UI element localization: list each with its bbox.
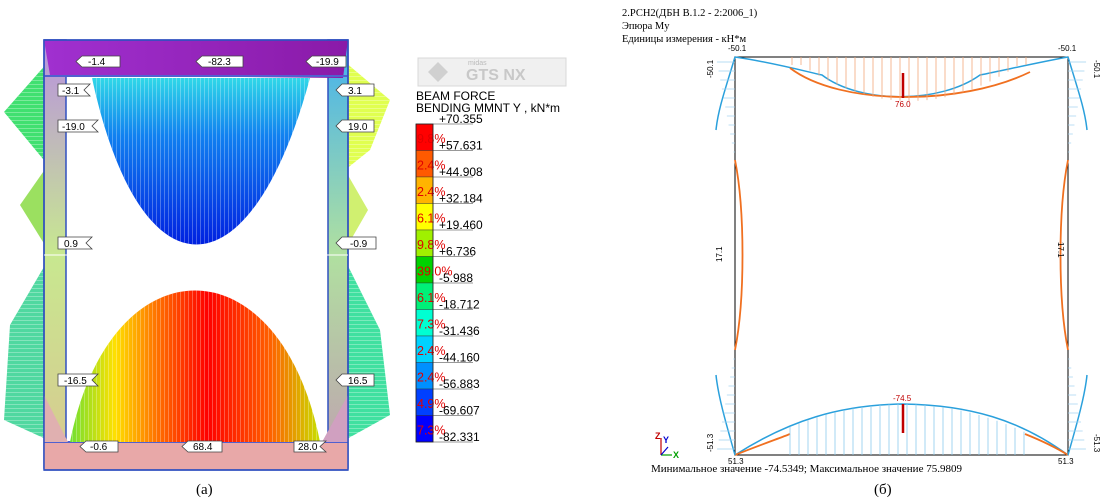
- top-beam-band: [44, 40, 348, 78]
- tag-top-left: -1.4: [75, 55, 121, 68]
- tag-top-mid: -82.3: [195, 55, 244, 68]
- svg-text:17.1: 17.1: [1056, 242, 1065, 258]
- svg-text:midas: midas: [468, 60, 487, 67]
- legend-percent: 6.1%: [417, 212, 446, 226]
- tag-bot-left: -0.6: [79, 440, 119, 453]
- legend-value: -69.607: [439, 404, 480, 418]
- svg-text:-1.4: -1.4: [88, 57, 106, 68]
- svg-text:17.1: 17.1: [715, 246, 724, 262]
- svg-text:-0.9: -0.9: [350, 239, 368, 250]
- legend-percent: 9.8%: [417, 132, 446, 146]
- tag-bot-mid: 68.4: [181, 440, 223, 453]
- legend-percent: 39.0%: [417, 265, 452, 279]
- legend-percent: 4.9%: [417, 397, 446, 411]
- svg-text:0.9: 0.9: [64, 239, 78, 250]
- min-max-footer: Минимальное значение -74.5349; Максималь…: [651, 463, 962, 475]
- legend-value: -44.160: [439, 351, 480, 365]
- axes-triad-icon: Z Y X: [655, 431, 679, 460]
- svg-text:19.0: 19.0: [348, 122, 368, 133]
- tag-top-right: -19.9: [305, 55, 347, 68]
- tag-mid-left: 0.9: [57, 236, 93, 250]
- svg-text:-3.1: -3.1: [62, 86, 80, 97]
- legend-value: +19.460: [439, 218, 483, 232]
- svg-text:-16.5: -16.5: [64, 376, 87, 387]
- svg-text:-51.3: -51.3: [706, 433, 715, 452]
- bottom-beam-hatch: [789, 404, 1025, 455]
- legend-percent: 2.4%: [417, 344, 446, 358]
- svg-text:2.РСН2(ДБН В.1.2 - 2:2006_1): 2.РСН2(ДБН В.1.2 - 2:2006_1): [622, 8, 758, 19]
- tag-upper-left-a: -3.1: [57, 83, 91, 97]
- svg-text:Единицы измерения - кН*м: Единицы измерения - кН*м: [622, 34, 746, 45]
- column-hatch: [716, 61, 1087, 450]
- svg-text:-19.9: -19.9: [316, 57, 339, 68]
- svg-text:X: X: [673, 450, 679, 460]
- svg-text:-74.5: -74.5: [893, 394, 912, 403]
- legend-percent: 2.4%: [417, 159, 446, 173]
- svg-text:-19.0: -19.0: [62, 122, 85, 133]
- svg-text:76.0: 76.0: [895, 100, 911, 109]
- legend-percent: 2.4%: [417, 185, 446, 199]
- legend-value: +70.355: [439, 112, 483, 126]
- midas-gts-model: [4, 39, 390, 471]
- legend-value: -82.331: [439, 430, 480, 444]
- tag-upper-left-b: -19.0: [57, 119, 99, 133]
- legend: BEAM FORCE BENDING MMNT Y , kN*m 9.8% 2.4…: [415, 89, 560, 444]
- legend-value: -31.436: [439, 324, 480, 338]
- tag-low-right: 16.5: [335, 373, 375, 387]
- tag-upper-right-a: 3.1: [335, 83, 375, 97]
- legend-title-2: BENDING MMNT Y , kN*m: [416, 101, 560, 115]
- legend-value: -18.712: [439, 298, 480, 312]
- svg-text:-82.3: -82.3: [208, 57, 231, 68]
- legend-percent: 6.1%: [417, 291, 446, 305]
- value-tags: -1.4 -82.3 -19.9 -3.1 -19.0 3.1 19.0 0.: [57, 55, 377, 453]
- svg-text:GTS NX: GTS NX: [466, 67, 526, 84]
- svg-text:28.0: 28.0: [298, 442, 318, 453]
- legend-value: -56.883: [439, 377, 480, 391]
- legend-value: +6.736: [439, 245, 476, 259]
- legend-percent: 9.8%: [417, 238, 446, 252]
- legend-value: -5.988: [439, 271, 473, 285]
- svg-text:-50.1: -50.1: [1092, 60, 1101, 79]
- legend-value: +57.631: [439, 139, 483, 153]
- right-labels: -50.1 -50.1 -50.1 -50.1 76.0 17.1 17.1 -…: [706, 44, 1101, 466]
- svg-text:-0.6: -0.6: [90, 442, 108, 453]
- legend-title-1: BEAM FORCE: [416, 89, 495, 103]
- legend-percent: 7.3%: [417, 424, 446, 438]
- gts-nx-logo: midas GTS NX: [417, 57, 567, 87]
- tag-bot-right: 28.0: [293, 440, 328, 453]
- legend-value: +32.184: [439, 192, 483, 206]
- bottom-beam-moment: [734, 403, 1069, 456]
- svg-text:16.5: 16.5: [348, 376, 368, 387]
- tag-mid-right: -0.9: [335, 236, 377, 250]
- svg-text:-50.1: -50.1: [706, 59, 715, 78]
- svg-text:51.3: 51.3: [1058, 457, 1074, 466]
- right-header: 2.РСН2(ДБН В.1.2 - 2:2006_1) Эпюра My Ед…: [622, 8, 758, 45]
- svg-text:-50.1: -50.1: [1058, 44, 1077, 53]
- tag-upper-right-b: 19.0: [335, 119, 375, 133]
- legend-percent: 7.3%: [417, 318, 446, 332]
- svg-text:Z: Z: [655, 431, 661, 441]
- svg-text:-50.1: -50.1: [728, 44, 747, 53]
- frame-outline: [734, 56, 1069, 456]
- top-beam-hatch: [791, 57, 1027, 101]
- svg-text:Y: Y: [663, 435, 669, 445]
- svg-text:68.4: 68.4: [193, 442, 213, 453]
- svg-text:3.1: 3.1: [348, 86, 362, 97]
- left-column-moment: [715, 56, 736, 131]
- bottom-beam-band: [44, 442, 348, 470]
- right-frame-diagram: [715, 56, 1088, 456]
- caption-a: (а): [196, 482, 213, 498]
- tag-low-left: -16.5: [57, 373, 99, 387]
- svg-text:-51.3: -51.3: [1092, 434, 1101, 453]
- svg-text:Эпюра My: Эпюра My: [622, 21, 670, 32]
- legend-value: +44.908: [439, 165, 483, 179]
- caption-b: (б): [874, 482, 892, 498]
- right-column-moment: [1067, 56, 1088, 131]
- legend-scale: 9.8% 2.4% 2.4% 6.1% 9.8% 39.0% 6.1% 7.3% 2.4% 2.4…: [415, 112, 483, 444]
- svg-text:51.3: 51.3: [728, 457, 744, 466]
- legend-percent: 2.4%: [417, 371, 446, 385]
